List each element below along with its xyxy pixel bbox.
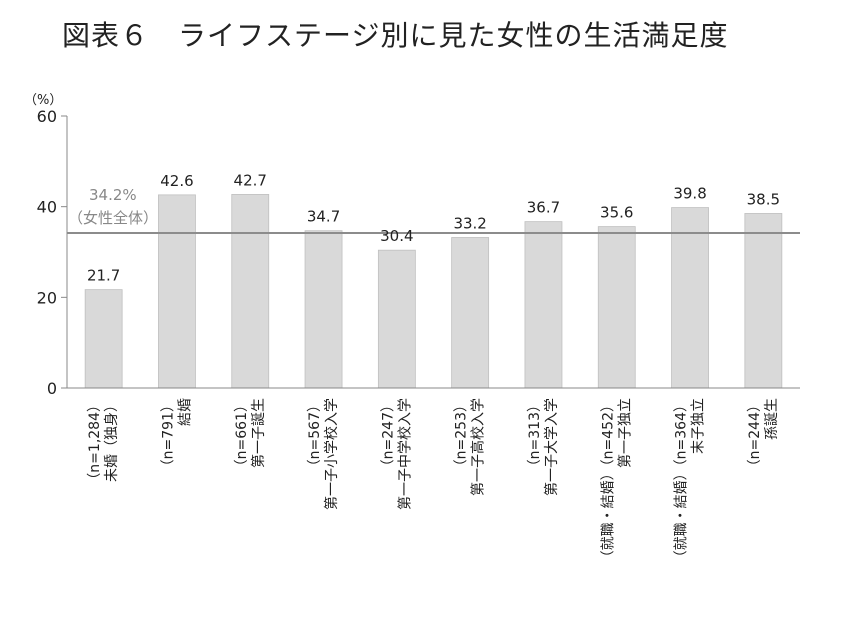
x-category-label: 結婚 <box>177 398 193 426</box>
bar-value-label: 36.7 <box>527 199 560 217</box>
x-category-label: （n=567） <box>307 398 323 473</box>
x-category-label: （n=661） <box>234 398 250 473</box>
x-category-label: （n=253） <box>454 398 470 473</box>
x-category-label: （n=244） <box>747 398 763 473</box>
chart-title: 図表６ ライフステージ別に見た女性の生活満足度 <box>62 19 729 52</box>
bar <box>377 249 416 389</box>
bar-value-label: 33.2 <box>453 214 486 232</box>
bar-value-label: 39.8 <box>673 185 706 203</box>
bar <box>524 221 563 389</box>
bar <box>304 230 343 389</box>
x-category-label: 第一子独立 <box>616 398 633 468</box>
x-category-label: （就職・結婚）（n=452） <box>600 398 616 564</box>
x-category-label: （n=791） <box>160 398 176 473</box>
y-tick-label: 0 <box>47 379 57 398</box>
bar-value-label: 34.7 <box>307 208 340 226</box>
bar-value-label: 42.7 <box>234 171 267 189</box>
y-tick-label: 60 <box>37 107 57 126</box>
bar-value-label: 38.5 <box>747 190 780 208</box>
x-category-label: 孫誕生 <box>764 398 780 440</box>
reference-line-label: （女性全体） <box>68 209 158 227</box>
bar-value-label: 42.6 <box>160 172 193 190</box>
reference-line-value: 34.2% <box>89 186 137 204</box>
bar <box>671 207 709 389</box>
x-category-label: （n=247） <box>380 398 396 473</box>
bar <box>158 194 196 389</box>
bar-value-label: 35.6 <box>600 204 633 222</box>
y-tick-label: 40 <box>37 198 57 217</box>
x-category-label: 第一子高校入学 <box>470 398 487 496</box>
y-tick-label: 20 <box>37 288 57 307</box>
bar-value-label: 30.4 <box>380 227 413 245</box>
x-category-label: 第一子誕生 <box>250 398 267 468</box>
bar-value-label: 21.7 <box>87 267 120 285</box>
x-category-label: 未婚（独身） <box>104 398 120 482</box>
bar <box>451 237 490 389</box>
bar <box>84 289 123 389</box>
y-axis-unit: （%） <box>24 93 62 108</box>
x-category-label: 末子独立 <box>691 398 707 454</box>
bar <box>744 213 783 389</box>
x-category-label: 第一子大学入学 <box>543 398 560 496</box>
x-category-label: 第一子中学校入学 <box>396 398 413 510</box>
bar <box>597 226 636 389</box>
x-category-label: （n=1,284） <box>87 398 103 487</box>
x-category-label: （n=313） <box>527 398 543 473</box>
bar <box>231 194 270 389</box>
x-category-label: （就職・結婚）（n=364） <box>674 398 690 564</box>
x-category-label: 第一子小学校入学 <box>323 398 340 510</box>
